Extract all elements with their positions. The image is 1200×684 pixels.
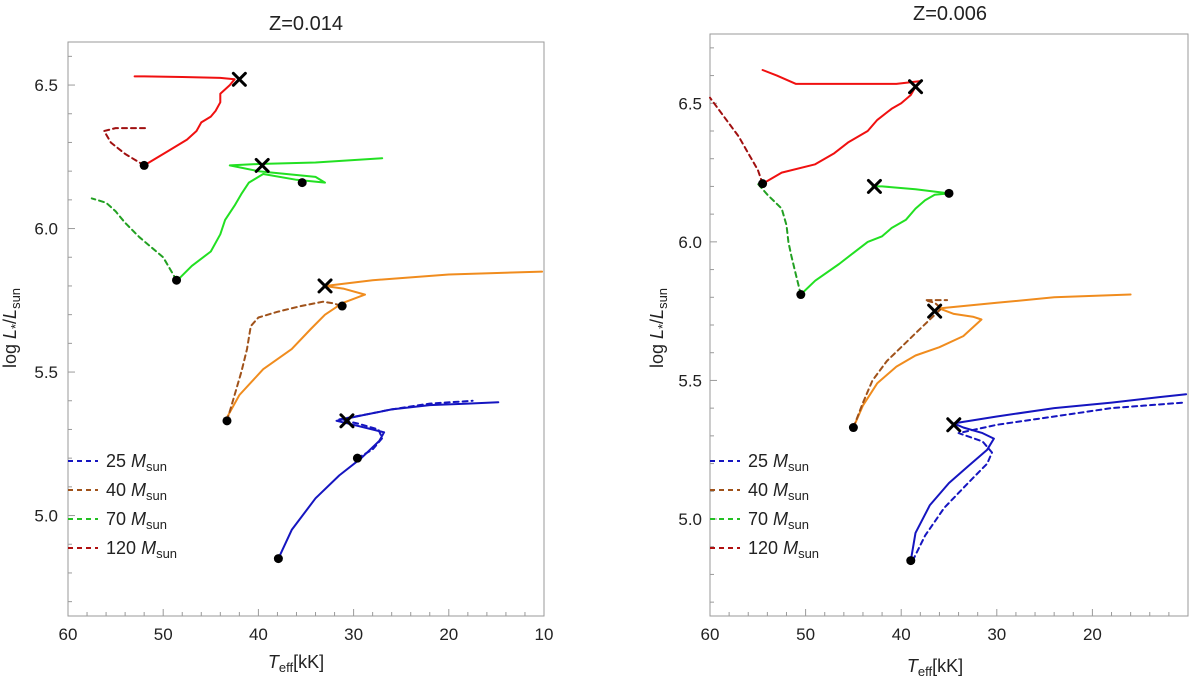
legend-label: 40 Msun bbox=[106, 480, 167, 503]
legend-entry-25-msun: 25 Msun bbox=[68, 451, 167, 474]
x-tick-label: 60 bbox=[701, 625, 720, 644]
legend-label: 120 Msun bbox=[748, 538, 819, 561]
track-25-msun-solid bbox=[909, 393, 1188, 562]
zams-point-40-msun bbox=[337, 301, 347, 311]
track-40-msun-solid bbox=[852, 293, 1132, 429]
x-tick-label: 40 bbox=[249, 625, 268, 644]
x-tick-label: 30 bbox=[344, 625, 363, 644]
zams-point-25-msun bbox=[906, 556, 916, 566]
legend-label: 120 Msun bbox=[106, 538, 177, 561]
zams-point-25-msun bbox=[352, 453, 362, 463]
left-plot-frame bbox=[67, 41, 545, 617]
zams-point-25-msun bbox=[273, 554, 283, 564]
zams-point-70-msun bbox=[297, 178, 307, 188]
y-tick-label: 5.0 bbox=[34, 507, 58, 526]
right-x-axis-label: Teff[kK] bbox=[907, 656, 963, 679]
track-120-msun-solid bbox=[761, 69, 922, 185]
zams-point-70-msun bbox=[172, 275, 182, 285]
legend-label: 70 Msun bbox=[748, 509, 809, 532]
x-tick-label: 30 bbox=[987, 625, 1006, 644]
left-chart-title: Z=0.014 bbox=[269, 13, 343, 35]
left-series-layer bbox=[90, 75, 544, 560]
right-markers-layer bbox=[758, 79, 962, 566]
right-axis-ticks bbox=[709, 47, 1189, 616]
legend-label: 25 Msun bbox=[748, 451, 809, 474]
x-tick-label: 50 bbox=[154, 625, 173, 644]
track-120-msun-dashed bbox=[709, 96, 764, 185]
track-120-msun-dashed bbox=[103, 127, 150, 167]
legend-entry-40-msun: 40 Msun bbox=[68, 480, 167, 503]
x-tick-label: 60 bbox=[59, 625, 78, 644]
cross-marker-25-msun bbox=[339, 413, 355, 429]
right-legend: 25 Msun 40 Msun 70 Msun 120 Msun bbox=[710, 451, 819, 561]
track-120-msun-solid bbox=[133, 75, 236, 167]
track-25-msun-dashed bbox=[338, 399, 474, 460]
zams-point-40-msun bbox=[222, 416, 232, 426]
y-tick-label: 6.0 bbox=[34, 220, 58, 239]
x-tick-label: 50 bbox=[796, 625, 815, 644]
track-70-msun-solid bbox=[799, 185, 950, 296]
zams-point-40-msun bbox=[848, 423, 858, 433]
zams-point-70-msun bbox=[944, 188, 954, 198]
cross-marker-120-msun bbox=[231, 71, 247, 87]
zams-point-120-msun bbox=[758, 179, 768, 189]
left-markers-layer bbox=[139, 71, 362, 564]
track-70-msun-dashed bbox=[756, 182, 802, 296]
track-25-msun-solid bbox=[277, 401, 500, 560]
cross-marker-70-msun bbox=[866, 178, 882, 194]
right-y-axis-label: log L*/Lsun bbox=[647, 288, 670, 368]
track-25-msun-dashed bbox=[911, 401, 1185, 562]
cross-marker-40-msun bbox=[317, 278, 333, 294]
legend-label: 25 Msun bbox=[106, 451, 167, 474]
track-70-msun-dashed bbox=[90, 197, 178, 282]
x-tick-label: 10 bbox=[535, 625, 554, 644]
x-tick-label: 40 bbox=[892, 625, 911, 644]
right-tick-labels: 5.0 5.5 6.0 6.5 60 50 40 30 20 bbox=[678, 94, 1102, 644]
track-40-msun-dashed bbox=[226, 300, 344, 422]
left-x-axis-label: Teff[kK] bbox=[268, 652, 324, 675]
legend-entry-70-msun: 70 Msun bbox=[68, 509, 167, 532]
right-chart-panel: Z=0.006 5.0 5.5 6.0 6.5 60 50 40 30 20 25 Msun 40… bbox=[647, 3, 1189, 679]
left-chart-panel: Z=0.014 5.0 5.5 6.0 6.5 60 50 40 30 20 10 25 Msun… bbox=[0, 13, 553, 675]
y-tick-label: 5.5 bbox=[34, 363, 58, 382]
cross-marker-25-msun bbox=[946, 417, 962, 433]
legend-entry-120-msun: 120 Msun bbox=[710, 538, 819, 561]
x-tick-label: 20 bbox=[1083, 625, 1102, 644]
y-tick-label: 5.5 bbox=[678, 371, 702, 390]
right-series-layer bbox=[709, 69, 1188, 562]
y-tick-label: 6.5 bbox=[34, 76, 58, 95]
zams-point-70-msun bbox=[796, 290, 806, 300]
cross-marker-40-msun bbox=[927, 303, 943, 319]
left-tick-labels: 5.0 5.5 6.0 6.5 60 50 40 30 20 10 bbox=[34, 76, 553, 644]
legend-label: 40 Msun bbox=[748, 480, 809, 503]
y-tick-label: 5.0 bbox=[678, 510, 702, 529]
legend-entry-120-msun: 120 Msun bbox=[68, 538, 177, 561]
y-tick-label: 6.0 bbox=[678, 233, 702, 252]
track-70-msun-solid bbox=[176, 157, 384, 282]
track-40-msun-solid bbox=[224, 270, 544, 422]
zams-point-120-msun bbox=[139, 160, 149, 170]
legend-entry-40-msun: 40 Msun bbox=[710, 480, 809, 503]
cross-marker-70-msun bbox=[254, 157, 270, 173]
cross-marker-120-msun bbox=[908, 79, 924, 95]
right-chart-title: Z=0.006 bbox=[913, 3, 987, 25]
legend-label: 70 Msun bbox=[106, 509, 167, 532]
y-tick-label: 6.5 bbox=[678, 94, 702, 113]
legend-entry-70-msun: 70 Msun bbox=[710, 509, 809, 532]
track-40-msun-dashed bbox=[852, 299, 949, 429]
left-y-axis-label: log L*/Lsun bbox=[0, 288, 23, 368]
left-legend: 25 Msun 40 Msun 70 Msun 120 Msun bbox=[68, 451, 177, 561]
legend-entry-25-msun: 25 Msun bbox=[710, 451, 809, 474]
x-tick-label: 20 bbox=[439, 625, 458, 644]
left-axis-ticks bbox=[67, 55, 545, 616]
